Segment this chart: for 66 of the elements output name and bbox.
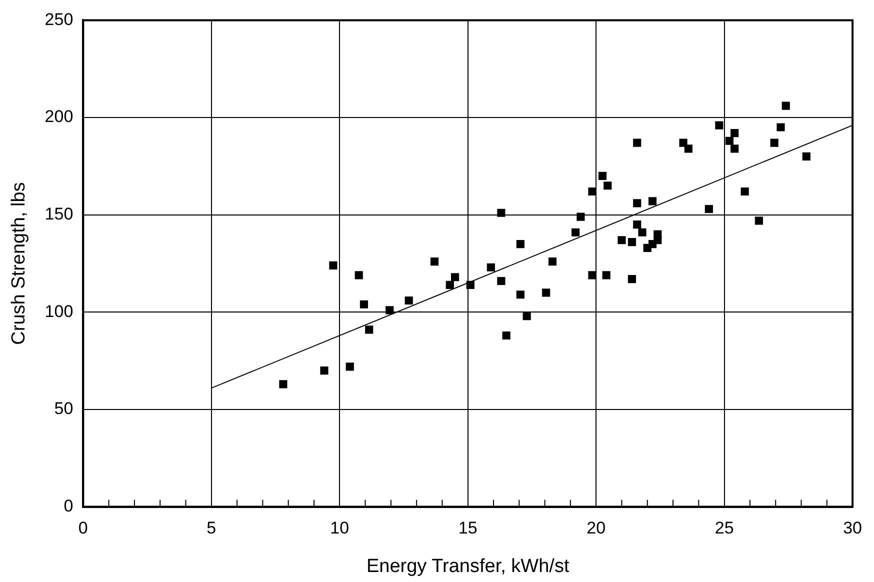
y-tick-label: 150: [44, 204, 74, 224]
point: [588, 187, 596, 196]
point: [704, 204, 713, 214]
point: [497, 208, 506, 217]
point: [522, 312, 531, 320]
point: [633, 199, 642, 208]
point: [618, 236, 626, 244]
point: [430, 258, 439, 266]
point: [782, 102, 790, 110]
point: [648, 197, 657, 206]
x-tick-label: 30: [843, 518, 862, 538]
y-axis-title: Crush Strength, lbs: [8, 182, 30, 345]
point: [516, 290, 524, 299]
point: [386, 306, 394, 314]
y-tick-label: 50: [54, 399, 74, 418]
point: [802, 152, 810, 160]
point: [497, 276, 506, 286]
y-tick-label: 200: [44, 107, 74, 126]
point: [754, 216, 763, 225]
point: [329, 261, 338, 270]
x-tick-label: 0: [78, 518, 88, 538]
point: [654, 236, 662, 244]
point: [446, 280, 454, 289]
point: [320, 366, 328, 375]
point: [770, 138, 778, 147]
point: [516, 240, 524, 248]
point: [548, 258, 557, 266]
point: [628, 275, 636, 284]
point: [633, 138, 642, 147]
point: [572, 228, 580, 236]
x-tick-label: 15: [458, 518, 478, 538]
point: [486, 263, 495, 272]
point: [679, 138, 688, 147]
point: [715, 121, 724, 130]
point: [725, 136, 734, 145]
point: [466, 280, 474, 289]
y-tick-label: 250: [44, 10, 74, 29]
x-tick-label: 10: [330, 518, 350, 538]
y-tick-label: 100: [44, 302, 74, 321]
point: [404, 296, 413, 305]
point: [360, 300, 368, 308]
point: [684, 144, 692, 153]
point: [776, 123, 785, 132]
point: [502, 331, 510, 340]
point: [602, 271, 610, 280]
point: [542, 288, 550, 297]
point: [450, 273, 460, 282]
point: [730, 129, 739, 138]
point: [638, 228, 646, 236]
x-axis-title: Energy Transfer, kWh/st: [366, 556, 570, 577]
point: [279, 380, 288, 388]
x-tick-label: 5: [206, 518, 216, 538]
point: [354, 271, 363, 280]
x-tick-label: 20: [586, 518, 606, 538]
point: [604, 182, 612, 190]
point: [365, 326, 374, 334]
y-tick-label: 0: [64, 496, 74, 516]
x-tick-label: 25: [714, 518, 734, 538]
point: [633, 220, 642, 229]
point: [576, 212, 585, 221]
point: [588, 271, 596, 280]
point: [598, 172, 607, 180]
point: [346, 362, 354, 371]
point: [740, 187, 749, 196]
point: [730, 144, 739, 153]
point: [628, 238, 636, 246]
